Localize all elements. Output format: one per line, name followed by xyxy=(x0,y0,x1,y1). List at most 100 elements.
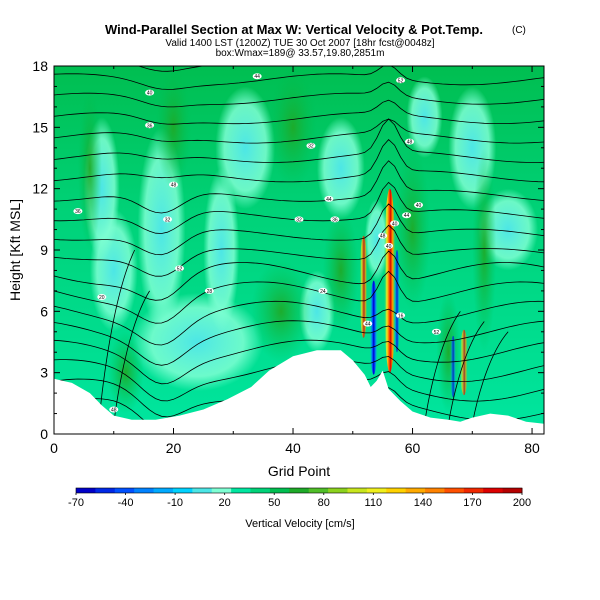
colorbar-swatch xyxy=(347,488,368,493)
colorbar-swatch xyxy=(114,488,135,493)
contour-label: 36 xyxy=(330,216,340,223)
svg-text:48: 48 xyxy=(407,140,413,146)
colorbar-swatch xyxy=(211,488,232,493)
theta-contour-line xyxy=(54,224,544,277)
x-tick-label: 40 xyxy=(285,440,301,456)
theta-contour-line xyxy=(447,321,485,424)
theta-contour-line xyxy=(54,339,544,385)
svg-text:24: 24 xyxy=(320,289,326,295)
theta-contour-line xyxy=(54,270,544,324)
y-tick-label: 3 xyxy=(40,365,48,381)
svg-text:36: 36 xyxy=(147,123,153,129)
downdraft-region xyxy=(316,117,365,220)
colorbar: -70 -40 -10 20 50 80 110 140 170 200 xyxy=(68,487,531,509)
contour-label: 48 xyxy=(169,181,179,189)
svg-text:40: 40 xyxy=(416,203,422,209)
contour-label: 48 xyxy=(109,406,119,413)
updraft-region xyxy=(436,290,461,414)
contour-label: 16 xyxy=(396,312,406,319)
colorbar-swatch xyxy=(502,488,523,493)
svg-text:28: 28 xyxy=(207,289,213,295)
contour-label: 44 xyxy=(324,195,334,203)
chart-title: Wind-Parallel Section at Max W: Vertical… xyxy=(105,22,483,37)
downdraft-core xyxy=(450,335,457,398)
updraft-region xyxy=(322,209,359,332)
colorbar-swatch xyxy=(483,488,504,493)
updraft-region xyxy=(269,66,317,189)
contour-label: 32 xyxy=(294,216,304,223)
colorbar-swatch xyxy=(134,488,155,493)
updraft-core xyxy=(359,235,368,338)
colorbar-swatch xyxy=(231,488,252,493)
colorbar-tick-label: 50 xyxy=(268,497,280,509)
colorbar-tick-label: 170 xyxy=(463,497,481,509)
downdraft-core xyxy=(369,280,378,375)
x-axis-label: Grid Point xyxy=(268,463,330,479)
x-tick-label: 20 xyxy=(166,440,182,456)
svg-text:32: 32 xyxy=(308,144,314,150)
theta-contour-line xyxy=(54,203,544,256)
contour-label: 24 xyxy=(318,287,328,295)
contour-label: 28 xyxy=(204,287,214,295)
colorbar-swatch xyxy=(250,488,271,493)
title-mark: (C) xyxy=(512,25,526,36)
contour-label: 36 xyxy=(145,122,155,129)
colorbar-tick-label: -10 xyxy=(167,497,183,509)
x-tick-label: 60 xyxy=(405,440,421,456)
updraft-region xyxy=(394,147,431,312)
colorbar-tick-label: 20 xyxy=(219,497,231,509)
y-tick-label: 0 xyxy=(40,426,48,442)
svg-text:36: 36 xyxy=(332,217,338,223)
colorbar-swatch xyxy=(444,488,465,493)
colorbar-swatch xyxy=(192,488,213,493)
contour-label: 48 xyxy=(405,138,415,146)
contour-label: 44 xyxy=(402,212,412,219)
colorbar-swatch xyxy=(308,488,329,493)
theta-contour-line xyxy=(54,160,544,214)
colorbar-swatch xyxy=(386,488,407,493)
svg-text:16: 16 xyxy=(398,313,404,319)
svg-text:36: 36 xyxy=(75,209,81,215)
colorbar-swatch xyxy=(153,488,174,493)
theta-contour-line xyxy=(471,331,509,424)
updraft-region xyxy=(77,86,102,250)
colorbar-tick-label: 140 xyxy=(414,497,432,509)
contour-label: 40 xyxy=(414,202,424,209)
x-tick-label: 0 xyxy=(50,440,58,456)
colorbar-tick-label: -70 xyxy=(68,497,84,509)
colorbar-swatch xyxy=(95,488,116,493)
svg-text:40: 40 xyxy=(147,91,153,97)
contour-label: 40 xyxy=(145,89,155,97)
theta-contour-line xyxy=(54,81,544,108)
svg-text:40: 40 xyxy=(386,244,392,250)
theta-contour-line xyxy=(54,118,544,144)
y-tick-label: 12 xyxy=(32,181,48,197)
colorbar-swatch xyxy=(405,488,426,493)
svg-text:52: 52 xyxy=(177,266,183,272)
colorbar-tick-label: -40 xyxy=(118,497,134,509)
colorbar-swatch xyxy=(425,488,445,493)
colorbar-tick-label: 110 xyxy=(365,497,383,509)
colorbar-frame xyxy=(75,487,523,494)
downdraft-region xyxy=(364,198,389,281)
colorbar-swatch xyxy=(463,488,484,493)
svg-text:48: 48 xyxy=(171,183,177,189)
theta-contours xyxy=(54,66,544,433)
contour-label: 32 xyxy=(306,142,316,150)
y-tick-label: 15 xyxy=(32,119,48,135)
updraft-region xyxy=(155,66,192,189)
colorbar-swatch xyxy=(172,488,193,493)
colorbar-swatch xyxy=(289,488,310,493)
theta-contour-line xyxy=(54,118,544,163)
svg-text:20: 20 xyxy=(99,295,105,301)
chart-subtitle-1: Valid 1400 LST (1200Z) TUE 30 Oct 2007 [… xyxy=(165,38,434,49)
colorbar-swatch xyxy=(76,488,96,493)
svg-text:32: 32 xyxy=(165,217,171,223)
theta-contour-line xyxy=(54,99,544,125)
contour-label: 52 xyxy=(174,265,184,272)
contour-label: 32 xyxy=(163,216,173,223)
svg-text:44: 44 xyxy=(254,74,260,80)
